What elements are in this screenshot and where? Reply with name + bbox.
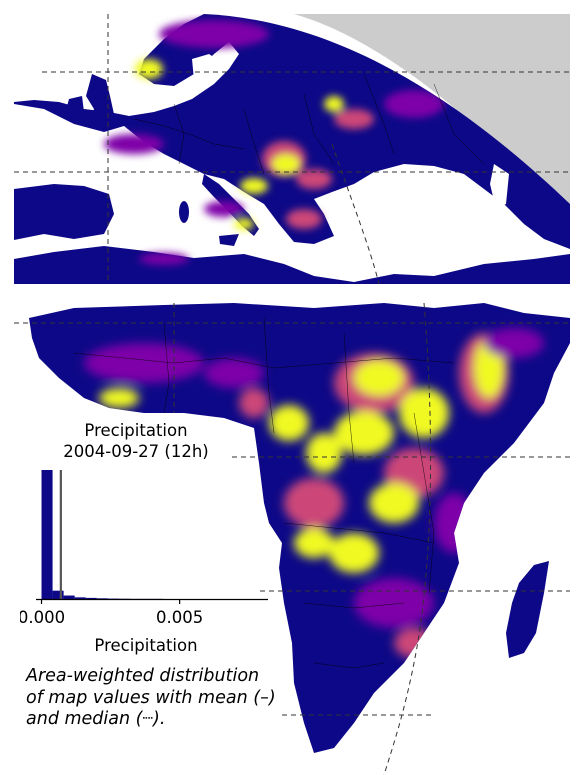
europe-precip-field	[104, 20, 444, 265]
histogram-bar	[74, 597, 86, 599]
black-sea	[354, 174, 434, 219]
europe-borders	[133, 73, 485, 175]
caption-line2: of map values with mean (–)	[26, 687, 276, 708]
europe-map-svg	[14, 14, 570, 284]
histogram-bar	[96, 598, 108, 599]
histogram-bar	[63, 595, 75, 599]
ireland-landmass	[66, 96, 84, 118]
caption-line1: Area-weighted distribution	[26, 666, 260, 686]
histogram-inset: 0.000 0.005 Precipitation	[20, 462, 270, 662]
histogram-x-tick-label: 0.000	[20, 608, 65, 627]
baltic-sea	[192, 54, 224, 86]
histogram-bar	[52, 590, 64, 599]
histogram-title-line2: 2004-09-27 (12h)	[63, 442, 209, 461]
histogram-bar	[41, 470, 53, 599]
madagascar-island	[506, 561, 549, 658]
sardinia-island	[179, 201, 189, 223]
histogram-title: Precipitation 2004-09-27 (12h)	[36, 420, 236, 462]
africa-graticule	[14, 303, 570, 775]
north-africa-landmass	[14, 246, 570, 284]
histogram-x-tick-label: 0.005	[156, 608, 203, 627]
africa-precip-field	[84, 328, 544, 658]
figure-caption: Area-weighted distribution of map values…	[26, 666, 326, 731]
africa-precipitation-map	[14, 303, 570, 775]
africa-borders	[73, 317, 455, 669]
europe-precipitation-map	[14, 14, 570, 284]
sicily-island	[219, 234, 239, 246]
caspian-sea	[490, 164, 509, 209]
histogram-x-axis-label: Precipitation	[94, 636, 197, 655]
histogram-title-line1: Precipitation	[84, 421, 188, 440]
caption-line3: and median (┈).	[26, 709, 166, 729]
histogram-bar	[85, 597, 97, 599]
europe-graticule	[14, 14, 570, 284]
outside-globe-area	[294, 14, 570, 219]
iberia-landmass	[14, 184, 114, 240]
histogram-svg: 0.000 0.005 Precipitation	[20, 470, 268, 655]
britain-landmass	[86, 74, 114, 124]
africa-map-svg	[14, 303, 570, 775]
